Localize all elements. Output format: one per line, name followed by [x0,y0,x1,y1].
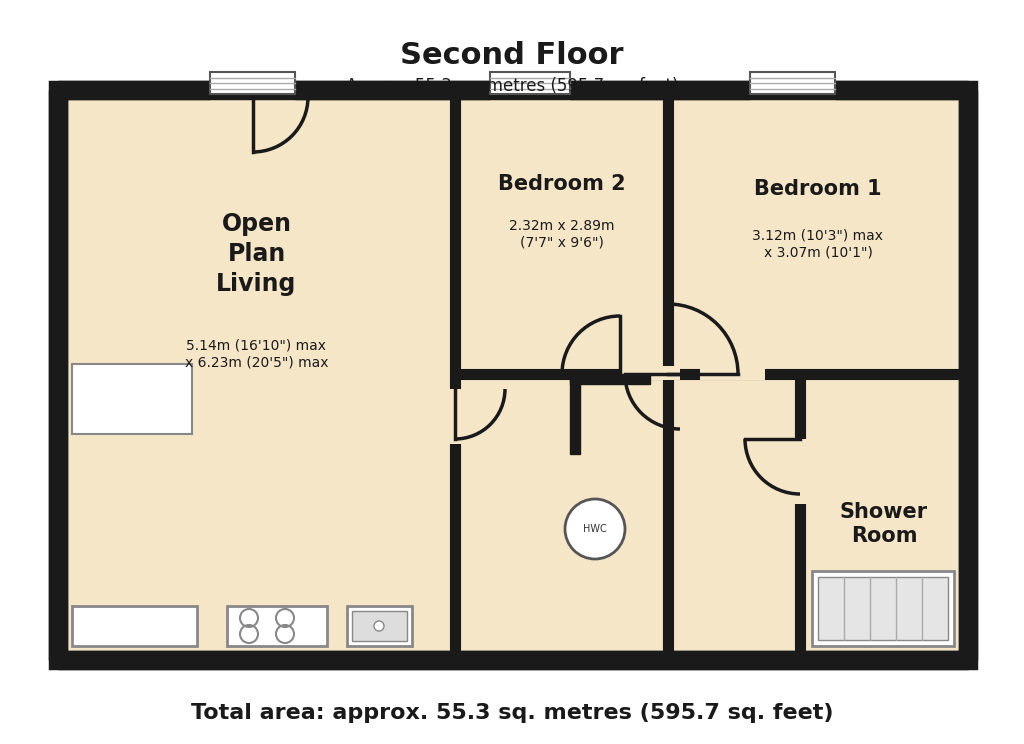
Bar [347,606,412,646]
Bar [449,389,463,444]
Text: HWC: HWC [583,524,607,534]
Bar [812,571,954,646]
Text: Bedroom 2: Bedroom 2 [498,174,626,194]
Bar [227,606,327,646]
Circle shape [374,621,384,631]
Bar [210,72,295,94]
Text: 5.14m (16'10") max
x 6.23m (20'5") max: 5.14m (16'10") max x 6.23m (20'5") max [184,339,329,369]
Bar [570,374,580,454]
Bar [750,72,835,94]
Text: Second Floor: Second Floor [400,42,624,70]
Bar [58,90,968,660]
Bar [72,606,197,646]
Bar [620,366,680,380]
Bar [818,577,948,640]
Bar [490,72,570,94]
Bar [570,374,650,384]
Text: Bedroom 1: Bedroom 1 [755,179,882,199]
Text: 2.32m x 2.89m
(7'7" x 9'6"): 2.32m x 2.89m (7'7" x 9'6") [509,219,614,249]
Bar [72,364,193,434]
Bar [352,611,407,641]
Text: 3.12m (10'3") max
x 3.07m (10'1"): 3.12m (10'3") max x 3.07m (10'1") [753,229,884,259]
Text: Approx. 55.3 sq. metres (595.7 sq. feet): Approx. 55.3 sq. metres (595.7 sq. feet) [346,77,678,94]
Text: Total area: approx. 55.3 sq. metres (595.7 sq. feet): Total area: approx. 55.3 sq. metres (595… [190,703,834,722]
Bar [700,366,765,380]
Bar [794,439,808,504]
Text: Open
Plan
Living: Open Plan Living [216,212,297,295]
Circle shape [565,499,625,559]
Text: Shower
Room: Shower Room [840,502,928,545]
